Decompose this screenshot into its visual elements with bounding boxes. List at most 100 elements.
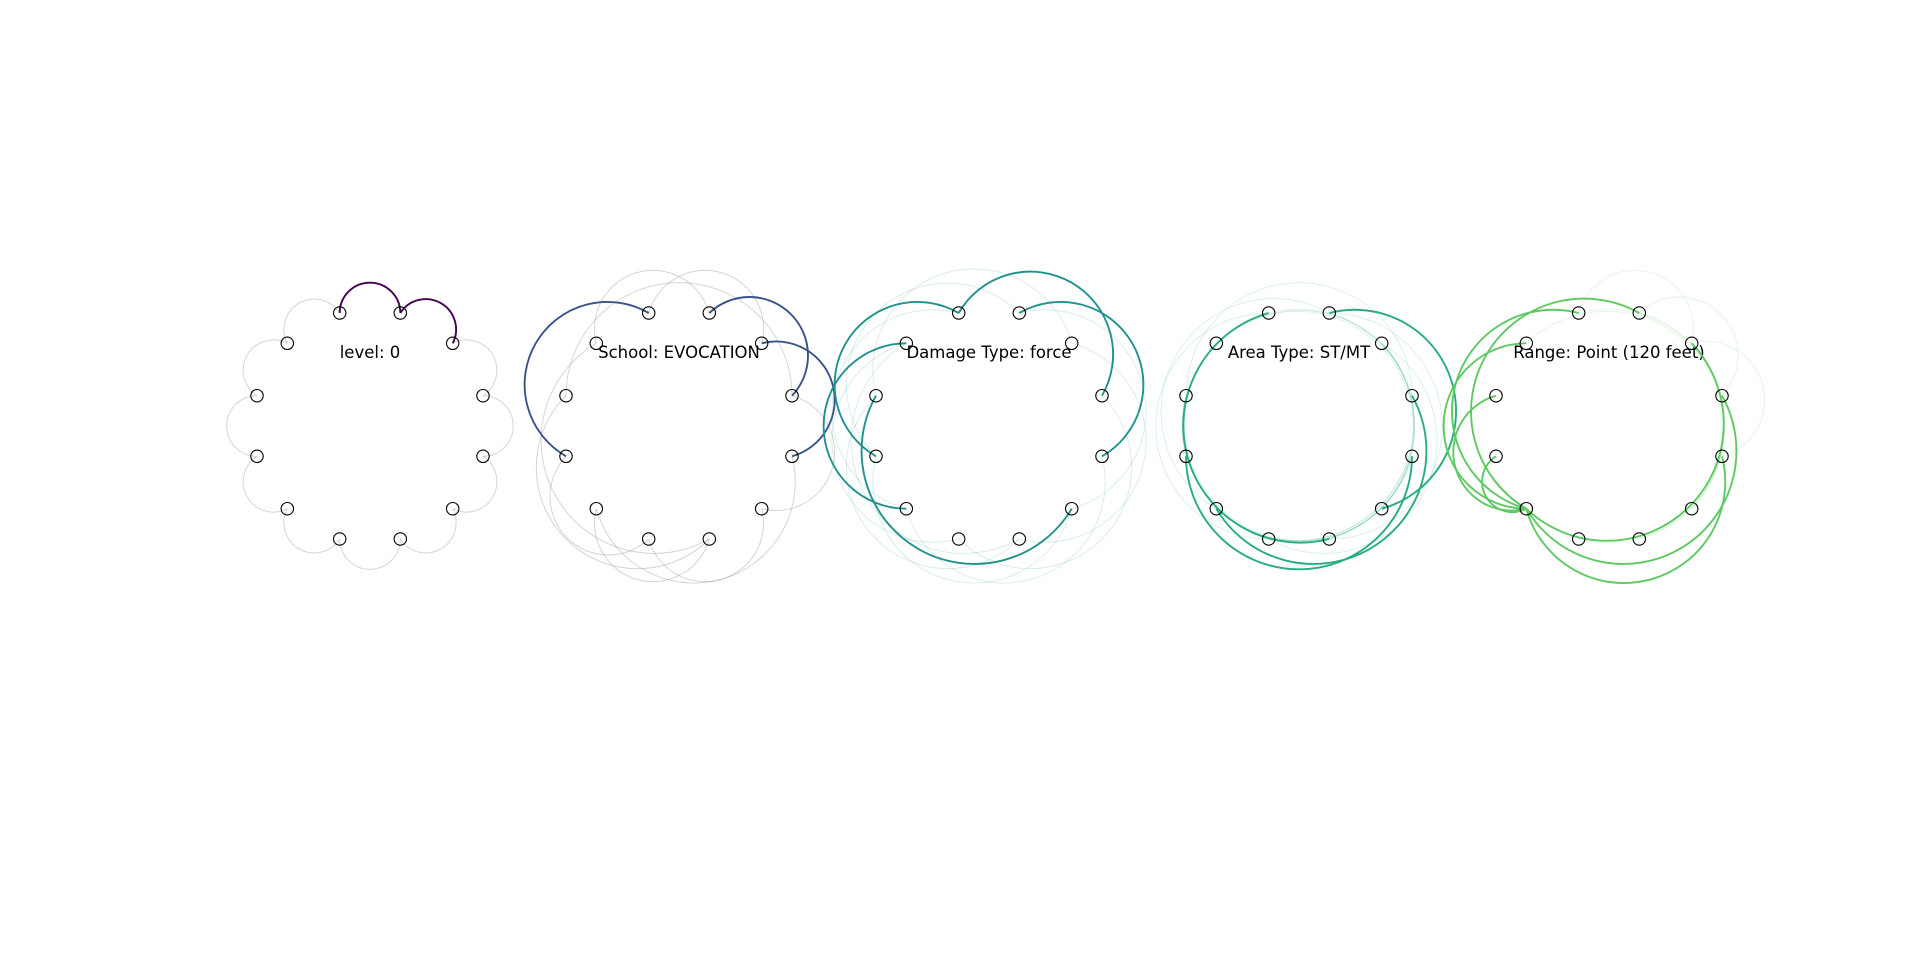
highlight-arc	[523, 300, 650, 458]
background-arc	[283, 508, 341, 554]
node-marker	[476, 388, 490, 403]
background-arc	[565, 282, 793, 396]
background-arc	[1215, 342, 1415, 542]
node-marker	[1519, 336, 1534, 351]
node-marker	[445, 336, 460, 351]
background-arc	[1019, 309, 1147, 510]
highlight-arc	[1481, 455, 1527, 513]
background-arc	[549, 455, 650, 556]
node-marker	[589, 501, 604, 516]
highlight-arc	[957, 270, 1115, 397]
node-marker	[1322, 306, 1337, 320]
background-arc	[761, 395, 836, 511]
node-marker	[1012, 306, 1027, 320]
background-arc	[452, 339, 498, 397]
node-marker	[1571, 532, 1586, 546]
node-marker	[1715, 449, 1729, 464]
node-marker	[280, 501, 295, 516]
background-arc	[850, 342, 1020, 554]
background-arc	[1181, 395, 1413, 543]
node-marker	[754, 501, 769, 516]
node-marker	[1489, 449, 1503, 464]
panel-title: Range: Point (120 feet)	[1513, 343, 1705, 362]
highlight-arc	[822, 342, 907, 510]
background-arc	[1183, 342, 1383, 542]
node-marker	[1632, 306, 1647, 320]
background-arc	[594, 269, 710, 344]
background-arc	[845, 395, 1020, 570]
node-marker	[1209, 336, 1224, 351]
highlight-arc	[833, 300, 960, 458]
node-marker	[1684, 501, 1699, 516]
chart-panels: level: 0 School: EVOCATION Damage Type: fo…	[226, 268, 1766, 584]
background-arc	[1155, 312, 1269, 540]
node-marker	[641, 306, 656, 320]
panel-title: Area Type: ST/MT	[1228, 343, 1371, 362]
node-marker	[899, 501, 914, 516]
background-arc	[1160, 298, 1330, 510]
background-arc	[1181, 309, 1413, 457]
background-arc	[1019, 342, 1147, 543]
background-arc	[226, 395, 258, 457]
background-arc	[845, 282, 1020, 457]
background-arc	[540, 342, 710, 554]
highlight-arc	[860, 395, 1073, 565]
node-marker	[1374, 501, 1389, 516]
highlight-arc	[1215, 395, 1428, 565]
node-marker	[1715, 388, 1729, 403]
node-marker	[1322, 532, 1337, 546]
node-marker	[332, 306, 347, 320]
node-marker	[1179, 388, 1193, 403]
panel-title: level: 0	[340, 343, 401, 362]
highlight-arc	[1470, 297, 1640, 510]
background-arc	[1215, 310, 1415, 510]
node-marker	[869, 388, 883, 403]
panel-title: Damage Type: force	[906, 343, 1071, 362]
node-marker	[1519, 501, 1534, 516]
background-arc	[482, 395, 514, 457]
highlight-arc	[1452, 394, 1527, 512]
background-arc	[648, 508, 764, 583]
highlight-arc	[1018, 300, 1145, 458]
node-marker	[280, 336, 295, 351]
node-marker	[1179, 449, 1193, 464]
node-marker	[1209, 501, 1224, 516]
background-arc	[242, 339, 288, 397]
highlight-arc	[399, 298, 457, 344]
background-arc	[339, 538, 401, 570]
node-marker	[559, 449, 573, 464]
node-marker	[250, 388, 264, 403]
chart-panel: Area Type: ST/MT	[1155, 282, 1457, 571]
background-arc	[399, 508, 457, 554]
node-marker	[702, 532, 717, 546]
node-marker	[1064, 336, 1079, 351]
node-marker	[1261, 532, 1276, 546]
highlight-arc	[1525, 342, 1725, 542]
node-marker	[869, 449, 883, 464]
node-marker	[951, 306, 966, 320]
background-arc	[594, 508, 710, 583]
node-marker	[1405, 388, 1419, 403]
node-marker	[754, 336, 769, 351]
node-marker	[1489, 388, 1503, 403]
node-marker	[1405, 449, 1419, 464]
background-arc	[1329, 312, 1443, 540]
background-arc	[595, 456, 796, 584]
node-marker	[1095, 388, 1109, 403]
node-marker	[559, 388, 573, 403]
node-marker	[1064, 501, 1079, 516]
chart-panel: level: 0	[226, 281, 514, 570]
background-arc	[1185, 282, 1413, 396]
chart-panel: Damage Type: force	[822, 268, 1147, 584]
background-arc	[872, 268, 1073, 396]
highlight-arc	[1329, 308, 1457, 510]
node-marker	[589, 336, 604, 351]
node-marker	[1571, 306, 1586, 320]
node-marker	[1261, 306, 1276, 320]
background-arc	[242, 455, 288, 513]
highlight-arc	[1442, 342, 1527, 510]
highlight-arc	[1525, 395, 1738, 565]
highlight-arc	[1185, 456, 1413, 571]
highlight-arc	[761, 340, 836, 458]
